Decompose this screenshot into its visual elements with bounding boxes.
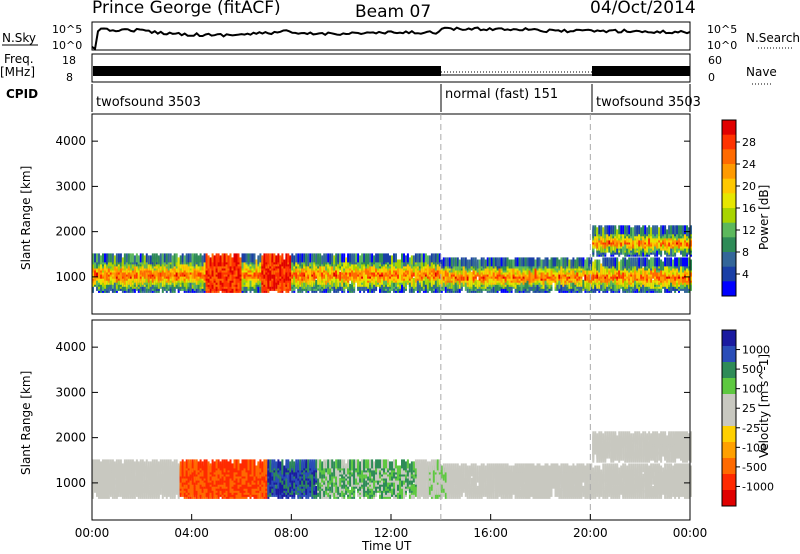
power-ytick-label-2: 3000 — [55, 179, 86, 193]
power-colorbar-swatch-5 — [722, 193, 736, 209]
power-colorbar-label: Power [dB] — [757, 185, 771, 250]
power-ytick-label-1: 2000 — [55, 225, 86, 239]
date-label: 04/Oct/2014 — [590, 0, 696, 18]
velocity-colorbar-swatch-4 — [722, 394, 736, 411]
velocity-colorbar-swatch-8 — [722, 458, 736, 475]
velocity-colorbar-tick-label-5: -100 — [742, 441, 767, 454]
power-colorbar-swatch-3 — [722, 164, 736, 180]
x-tick-label-2: 08:00 — [274, 526, 309, 540]
velocity-ytick-label-1: 2000 — [55, 431, 86, 445]
nsky-strip-frame — [91, 21, 691, 51]
power-colorbar-tick-label-5: 8 — [742, 246, 749, 259]
power-colorbar-swatch-2 — [722, 149, 736, 165]
velocity-colorbar-tick-label-3: 25 — [742, 402, 756, 415]
freq-unit-label: [MHz] — [0, 65, 35, 79]
power-colorbar-tick-label-0: 28 — [742, 136, 756, 149]
power-colorbar-tick-label-3: 16 — [742, 202, 756, 215]
power-colorbar-tick-label-2: 20 — [742, 180, 756, 193]
nsearch-tick-bottom: 10^0 — [707, 39, 737, 52]
velocity-colorbar-swatch-0 — [722, 330, 736, 347]
velocity-colorbar-swatch-5 — [722, 410, 736, 427]
power-colorbar-tick-label-1: 24 — [742, 158, 756, 171]
power-panel-frame — [91, 113, 691, 315]
velocity-colorbar: 1000 500 100 25 -25 -100 -500 -1000 — [721, 329, 774, 507]
nave-label: Nave — [746, 65, 777, 79]
velocity-colorbar-swatch-2 — [722, 362, 736, 379]
x-tick-label-5: 20:00 — [573, 526, 608, 540]
nsky-label: N.Sky — [2, 31, 36, 45]
mode-change-lines — [440, 114, 591, 520]
velocity-colorbar-tick-label-6: -500 — [742, 461, 767, 474]
power-ytick-label-0: 1000 — [55, 270, 86, 284]
power-colorbar-swatch-7 — [722, 222, 736, 238]
cpid-segment-3: twofsound 3503 — [596, 95, 701, 110]
velocity-colorbar-tick-label-1: 500 — [742, 363, 763, 376]
power-colorbar-tick-label-6: 4 — [742, 268, 749, 281]
power-colorbar-swatch-10 — [722, 266, 736, 282]
nave-tick-top: 60 — [708, 54, 722, 67]
freq-label: Freq. — [4, 52, 34, 66]
x-tick-label-1: 04:00 — [174, 526, 209, 540]
velocity-ytick-label-3: 4000 — [55, 340, 86, 354]
nsearch-tick-top: 10^5 — [707, 23, 737, 36]
power-colorbar: 28 24 20 16 12 8 4 — [721, 119, 756, 297]
power-colorbar-tick-label-4: 12 — [742, 224, 756, 237]
x-tick-label-4: 16:00 — [473, 526, 508, 540]
velocity-colorbar-swatch-1 — [722, 346, 736, 363]
velocity-colorbar-frame — [721, 329, 737, 507]
velocity-ytick-label-0: 1000 — [55, 476, 86, 490]
cpid-segment-2: normal (fast) 151 — [445, 87, 558, 102]
power-echo-data — [92, 225, 692, 293]
velocity-colorbar-swatch-9 — [722, 474, 736, 491]
velocity-colorbar-tick-label-2: 100 — [742, 383, 763, 396]
freq-tick-bottom: 8 — [66, 71, 73, 84]
beam-label: Beam 07 — [355, 2, 431, 22]
power-ytick-label-3: 4000 — [55, 134, 86, 148]
cpid-segment-1: twofsound 3503 — [96, 95, 201, 110]
nsky-tick-bottom: 10^0 — [52, 39, 82, 52]
nsearch-label: N.Search — [746, 31, 800, 45]
x-tick-label-0: 00:00 — [75, 526, 110, 540]
power-colorbar-swatch-0 — [722, 120, 736, 136]
freq-tick-top: 18 — [62, 54, 76, 67]
velocity-echo-data — [92, 431, 692, 499]
velocity-colorbar-label: Velocity [m s^-1] — [757, 354, 771, 458]
power-panel: Slant Range [km] 1000 2000 3000 4000 — [19, 113, 692, 315]
nsky-tick-top: 10^5 — [52, 23, 82, 36]
velocity-colorbar-swatch-7 — [722, 442, 736, 459]
freq-trace-segment-3 — [592, 66, 690, 76]
nsky-trace — [91, 26, 691, 51]
power-colorbar-swatch-4 — [722, 178, 736, 194]
power-colorbar-swatch-6 — [722, 208, 736, 224]
x-axis-ticks: 00:00 04:00 08:00 12:00 16:00 20:00 00:00 — [75, 514, 708, 540]
nave-tick-bottom: 0 — [708, 71, 715, 84]
velocity-colorbar-tick-label-7: -1000 — [742, 480, 774, 493]
power-colorbar-swatch-9 — [722, 252, 736, 268]
power-colorbar-swatch-11 — [722, 281, 736, 297]
power-colorbar-swatch-1 — [722, 134, 736, 150]
x-tick-label-3: 12:00 — [374, 526, 409, 540]
velocity-colorbar-tick-label-0: 1000 — [742, 344, 770, 357]
x-tick-label-6: 00:00 — [673, 526, 708, 540]
x-axis-label: Time UT — [361, 539, 412, 553]
station-title: Prince George (fitACF) — [92, 0, 281, 18]
velocity-ylabel: Slant Range [km] — [19, 371, 33, 475]
velocity-colorbar-tick-label-4: -25 — [742, 422, 760, 435]
power-colorbar-swatch-8 — [722, 237, 736, 253]
freq-trace-segment-1 — [93, 66, 441, 76]
power-ylabel: Slant Range [km] — [19, 166, 33, 270]
velocity-ytick-label-2: 3000 — [55, 385, 86, 399]
velocity-panel: Slant Range [km] 1000 2000 3000 4000 — [19, 319, 692, 521]
velocity-colorbar-swatch-10 — [722, 490, 736, 507]
velocity-colorbar-swatch-3 — [722, 378, 736, 395]
velocity-colorbar-swatch-6 — [722, 426, 736, 443]
cpid-label: CPID — [6, 87, 38, 101]
